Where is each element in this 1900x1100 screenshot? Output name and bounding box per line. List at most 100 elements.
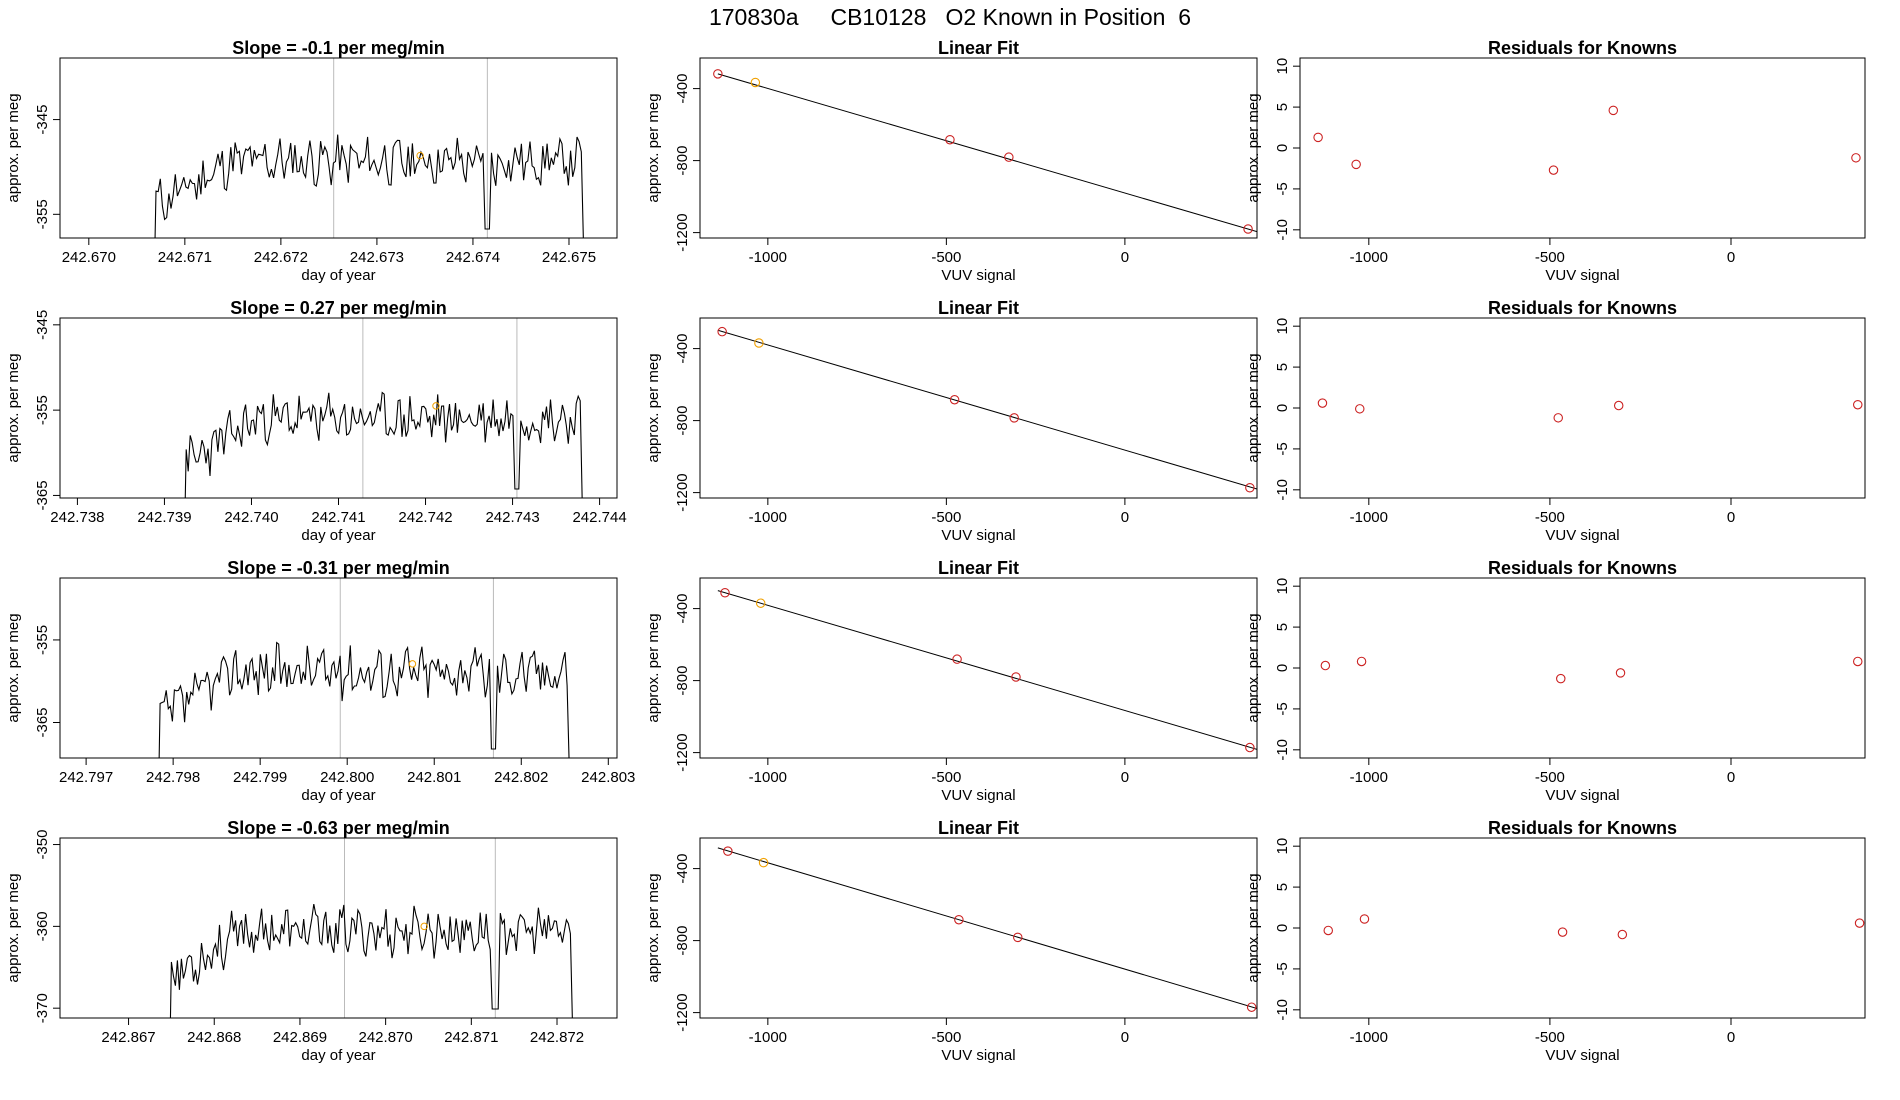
y-axis-label: approx. per meg: [5, 353, 22, 462]
x-tick-label: 242.738: [50, 509, 104, 526]
plot-area: [1323, 914, 1865, 940]
x-tick-label: -500: [1535, 769, 1565, 786]
x-tick-label: -1000: [749, 249, 787, 266]
y-axis-label: approx. per meg: [645, 353, 662, 462]
panel-title: Residuals for Knowns: [1488, 558, 1677, 578]
data-point: [1245, 742, 1255, 753]
x-axis-label: day of year: [301, 1047, 375, 1064]
panel-fit-4: Linear Fit -1000 -500 0 -400 -800 -1200 VUV sig…: [645, 818, 1258, 1064]
plot-frame: [699, 317, 1258, 499]
y-tick-label: 0: [1274, 664, 1291, 672]
x-tick-label: -1000: [1350, 1029, 1388, 1046]
y-axis-label: approx. per meg: [5, 93, 22, 202]
y-tick-label: -345: [34, 105, 51, 135]
data-point: [1011, 672, 1021, 682]
panel-residuals-3: Residuals for Knowns -1000 -500 0 -10 -5 0 5 10 V…: [1245, 558, 1866, 804]
panel-time-3: Slope = -0.31 per meg/min 242.797 242.798 2…: [5, 558, 635, 804]
x-tick-label: -500: [1535, 1029, 1565, 1046]
y-tick-label: -345: [34, 310, 51, 340]
data-point: [717, 326, 727, 337]
y-tick-label: -365: [34, 480, 51, 510]
x-tick-label: -500: [1535, 249, 1565, 266]
panel-title: Linear Fit: [938, 298, 1019, 318]
panel-title: Linear Fit: [938, 818, 1019, 838]
x-tick-label: 242.868: [187, 1029, 241, 1046]
y-tick-label: 10: [1274, 578, 1291, 595]
x-tick-label: 242.872: [530, 1029, 584, 1046]
x-tick-label: 0: [1121, 249, 1129, 266]
data-point: [1243, 224, 1253, 234]
data-point: [754, 338, 764, 348]
series-trace: [169, 903, 573, 1018]
fit-line: [717, 590, 1257, 750]
plot-area: [713, 69, 1257, 234]
y-tick-label: -5: [1274, 442, 1291, 455]
plot-area: [717, 326, 1257, 493]
x-tick-label: -1000: [749, 769, 787, 786]
y-axis-label: approx. per meg: [1245, 353, 1262, 462]
residual-point: [1313, 132, 1323, 143]
residual-point: [1608, 105, 1619, 116]
panel-title: Slope = -0.31 per meg/min: [227, 558, 450, 578]
residual-point: [1548, 165, 1559, 175]
x-axis-label: day of year: [301, 527, 375, 544]
x-axis-label: VUV signal: [941, 527, 1015, 544]
x-axis-label: day of year: [301, 267, 375, 284]
x-tick-label: 242.673: [350, 249, 404, 266]
data-point: [758, 857, 769, 868]
y-axis-label: approx. per meg: [5, 613, 22, 722]
x-tick-label: 242.742: [398, 509, 452, 526]
x-axis-label: VUV signal: [941, 267, 1015, 284]
x-tick-label: 242.802: [494, 769, 548, 786]
data-point: [720, 588, 730, 598]
residual-point: [1351, 159, 1361, 170]
plot-frame: [59, 837, 618, 1019]
x-tick-label: 0: [1121, 769, 1129, 786]
plot-frame: [1299, 317, 1866, 499]
x-tick-label: 242.743: [485, 509, 539, 526]
x-axis-label: day of year: [301, 787, 375, 804]
residual-point: [1851, 153, 1861, 163]
residual-point: [1356, 656, 1367, 667]
panel-title: Slope = -0.1 per meg/min: [232, 38, 445, 58]
plot-area: [717, 846, 1257, 1012]
x-tick-label: -1000: [1350, 769, 1388, 786]
residual-point: [1613, 400, 1624, 411]
y-tick-label: -5: [1274, 962, 1291, 975]
data-point: [945, 134, 955, 145]
y-axis-label: approx. per meg: [5, 873, 22, 982]
x-tick-label: 242.740: [224, 509, 278, 526]
y-tick-label: -10: [1274, 479, 1291, 501]
series-trace: [184, 391, 583, 498]
data-point: [723, 846, 733, 856]
y-tick-label: -10: [1274, 999, 1291, 1021]
plot-frame: [59, 317, 618, 499]
plot-area: [154, 58, 584, 238]
x-tick-label: 242.739: [137, 509, 191, 526]
y-tick-label: -355: [34, 395, 51, 425]
y-axis-label: approx. per meg: [645, 873, 662, 982]
x-tick-label: 0: [1727, 1029, 1735, 1046]
x-tick-label: -1000: [1350, 249, 1388, 266]
plot-frame: [1299, 837, 1866, 1019]
x-tick-label: 242.869: [273, 1029, 327, 1046]
plot-area: [1317, 398, 1863, 423]
residual-point: [1617, 929, 1628, 940]
residual-point: [1557, 927, 1568, 937]
data-point: [954, 914, 964, 925]
x-tick-label: 242.672: [254, 249, 308, 266]
x-tick-label: 0: [1121, 509, 1129, 526]
panel-title: Residuals for Knowns: [1488, 298, 1677, 318]
y-tick-label: 0: [1274, 144, 1291, 152]
x-tick-label: 242.741: [311, 509, 365, 526]
y-tick-label: -1200: [674, 213, 691, 251]
x-tick-label: 242.801: [407, 769, 461, 786]
x-axis-label: VUV signal: [1545, 787, 1619, 804]
x-tick-label: 242.744: [572, 509, 626, 526]
y-axis-label: approx. per meg: [1245, 613, 1262, 722]
plot-area: [158, 578, 570, 758]
x-tick-label: 242.870: [359, 1029, 413, 1046]
residual-point: [1317, 398, 1328, 408]
y-tick-label: 5: [1274, 103, 1291, 111]
